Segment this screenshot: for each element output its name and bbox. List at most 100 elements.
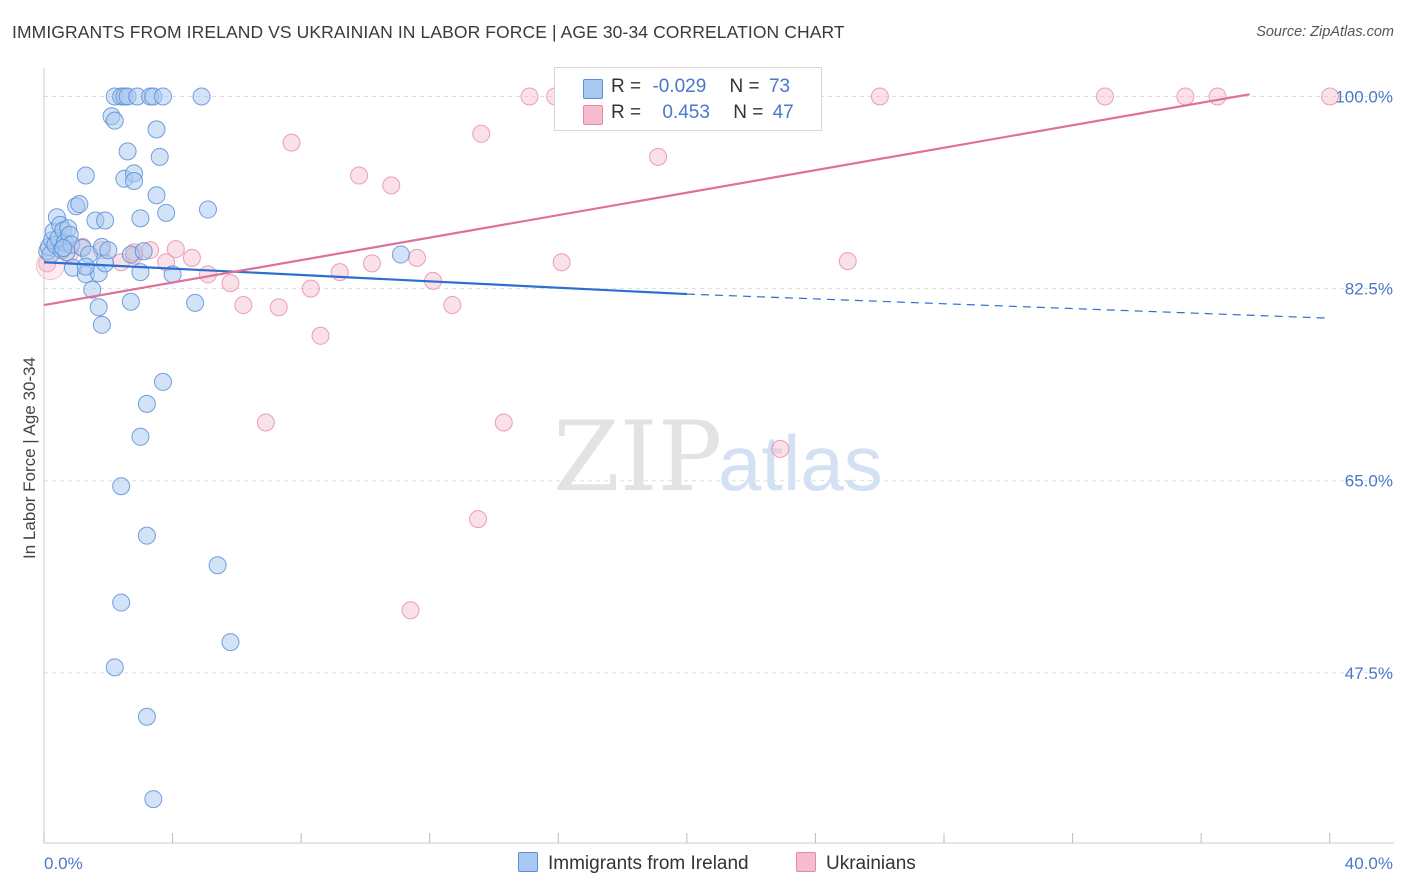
grid-lines — [44, 95, 1394, 674]
y-tick-label: 65.0% — [1345, 472, 1393, 491]
data-point-ukrainians — [649, 147, 668, 166]
bottom-legend-ireland[interactable]: Immigrants from Ireland — [518, 852, 749, 875]
data-point-ukrainians — [407, 248, 426, 267]
data-point-ireland — [198, 200, 217, 219]
bottom-legend-swatch-ukrainians — [796, 852, 816, 872]
legend-row-ukrainians: R = 0.453 N = 47 — [555, 102, 821, 128]
trend-lines — [43, 93, 1331, 319]
trendline-ukrainians — [43, 93, 1250, 307]
bottom-legend-swatch-ireland — [518, 852, 538, 872]
data-point-ukrainians — [269, 298, 288, 317]
legend-row-ireland: R = -0.029 N = 73 — [555, 76, 821, 102]
data-point-ireland — [134, 242, 153, 261]
legend-r-value: 0.453 — [662, 102, 710, 123]
data-point-ukrainians — [182, 248, 201, 267]
data-point-ukrainians — [1321, 87, 1339, 106]
y-tick-label: 47.5% — [1345, 664, 1393, 683]
legend-r-value: -0.029 — [652, 76, 707, 97]
legend-r-label: R = — [611, 76, 642, 97]
data-point-ukrainians — [494, 413, 513, 432]
data-point-ireland — [137, 526, 156, 545]
x-tick-label: 0.0% — [44, 854, 83, 873]
data-point-ukrainians — [771, 439, 790, 458]
data-point-ireland — [89, 298, 108, 317]
trendline-ireland-extension — [686, 293, 1331, 319]
data-point-ireland — [137, 707, 156, 726]
data-point-ukrainians — [472, 124, 491, 143]
bottom-legend-label: Ukrainians — [826, 853, 916, 874]
data-point-ireland — [153, 87, 172, 106]
data-point-ireland — [76, 166, 95, 185]
data-point-ireland — [221, 633, 240, 652]
legend-swatch-ireland — [583, 79, 603, 99]
y-tick-label: 100.0% — [1335, 87, 1393, 106]
watermark-zip: ZIP — [553, 401, 722, 513]
data-point-ukrainians — [311, 326, 330, 345]
data-point-ireland — [76, 257, 95, 276]
data-point-ukrainians — [552, 253, 571, 272]
x-tick-label: 40.0% — [1345, 854, 1393, 873]
data-point-ireland — [157, 203, 176, 222]
source-note: Source: ZipAtlas.com — [1256, 24, 1394, 40]
bottom-legend-ukrainians[interactable]: Ukrainians — [796, 852, 916, 875]
data-point-ukrainians — [469, 510, 488, 529]
data-point-ukrainians — [1095, 87, 1114, 106]
data-point-ireland — [112, 477, 131, 496]
watermark-atlas: atlas — [718, 419, 883, 507]
data-point-ukrainians — [520, 87, 539, 106]
data-point-ukrainians — [838, 252, 857, 271]
legend-n-value: 73 — [768, 76, 791, 97]
bottom-legend-label: Immigrants from Ireland — [548, 853, 749, 874]
data-point-ireland — [92, 315, 111, 334]
data-point-ukrainians — [1208, 87, 1227, 106]
data-point-ireland — [131, 209, 150, 228]
data-point-ireland — [96, 211, 115, 230]
data-point-ireland — [192, 87, 211, 106]
trendline-ireland — [43, 261, 688, 296]
y-axis-label: In Labor Force | Age 30-34 — [20, 357, 39, 559]
data-point-ireland — [125, 172, 144, 191]
data-point-ukrainians — [443, 296, 462, 315]
data-point-ukrainians — [256, 413, 275, 432]
data-point-ireland — [70, 195, 89, 214]
data-point-ireland — [391, 245, 410, 264]
bottom-legend: Immigrants from Ireland Ukrainians — [0, 852, 1406, 876]
data-point-ireland — [144, 790, 163, 809]
data-point-ireland — [153, 372, 172, 391]
data-point-ukrainians — [221, 274, 240, 293]
data-point-ireland — [105, 111, 124, 130]
legend-n-label: N = — [733, 102, 764, 123]
data-point-ukrainians — [301, 279, 320, 298]
data-point-ukrainians — [401, 601, 420, 620]
data-point-ukrainians — [870, 87, 889, 106]
data-point-ukrainians — [382, 176, 401, 195]
data-point-ireland — [121, 292, 140, 311]
axes — [43, 68, 1394, 844]
tick-labels: 47.5% 65.0% 82.5% 100.0% 0.0% 40.0% — [44, 87, 1393, 873]
data-point-ireland — [99, 241, 118, 260]
data-point-ireland — [147, 120, 166, 139]
data-point-ireland — [147, 186, 166, 205]
data-point-ukrainians — [1176, 87, 1195, 106]
data-point-ireland — [150, 147, 169, 166]
chart-title: IMMIGRANTS FROM IRELAND VS UKRAINIAN IN … — [12, 22, 845, 42]
data-point-ireland — [105, 658, 124, 677]
data-point-ukrainians — [282, 133, 301, 152]
data-point-ireland — [131, 427, 150, 446]
series-ireland-points — [38, 87, 410, 809]
data-point-ireland — [208, 556, 227, 575]
series-ukrainians-points — [35, 87, 1339, 620]
data-point-ukrainians — [350, 166, 369, 185]
data-point-ireland — [83, 280, 102, 299]
data-point-ukrainians — [234, 296, 253, 315]
data-point-ukrainians — [166, 240, 185, 259]
legend-r-label: R = — [611, 102, 642, 123]
data-point-ireland — [54, 238, 73, 257]
data-point-ireland — [186, 293, 205, 312]
y-tick-label: 82.5% — [1345, 280, 1393, 299]
legend-n-label: N = — [729, 76, 760, 97]
data-point-ireland — [112, 593, 131, 612]
data-point-ireland — [118, 142, 137, 161]
legend-n-value: 47 — [772, 102, 794, 123]
